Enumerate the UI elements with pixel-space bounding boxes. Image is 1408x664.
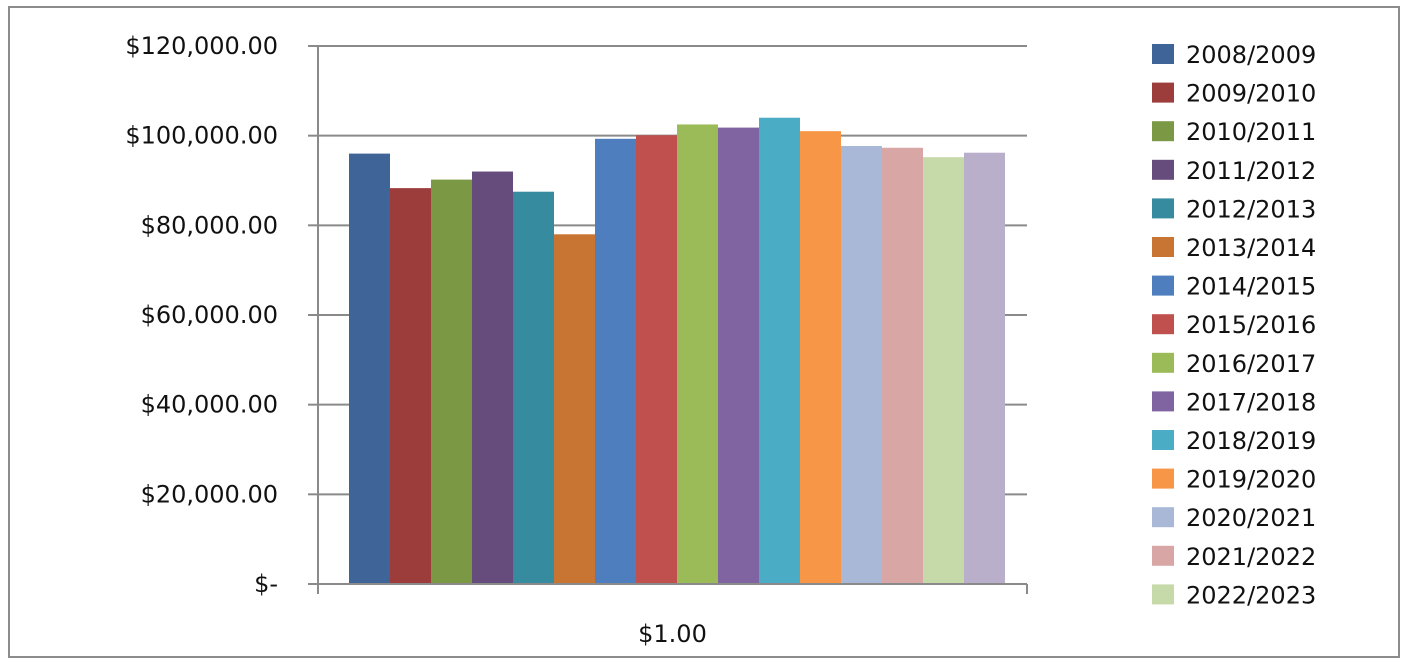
- bar: [841, 145, 882, 584]
- bars: [349, 117, 1005, 585]
- bar: [513, 191, 554, 585]
- bar: [390, 188, 431, 584]
- y-tick-label: $60,000.00: [141, 301, 278, 329]
- legend-label: 2010/2011: [1186, 118, 1316, 146]
- legend-swatch: [1152, 584, 1174, 605]
- legend-swatch: [1152, 237, 1174, 257]
- legend-swatch: [1152, 468, 1174, 489]
- bar: [554, 234, 595, 585]
- legend-label: 2009/2010: [1186, 80, 1316, 108]
- chart-frame: $- $20,000.00 $40,000.00 $60,000.00 $80,000.…: [8, 6, 1400, 658]
- legend-swatch: [1152, 545, 1174, 566]
- bar: [472, 171, 513, 585]
- y-tick-label: $20,000.00: [141, 480, 278, 508]
- y-tick-label: $-: [254, 570, 278, 598]
- y-tick-label: $40,000.00: [141, 391, 278, 419]
- bar: [636, 135, 677, 584]
- y-tick-label: $120,000.00: [125, 32, 278, 60]
- legend-swatch: [1152, 44, 1174, 64]
- legend-swatch: [1152, 275, 1174, 296]
- bar: [923, 157, 964, 585]
- legend-swatch: [1152, 352, 1174, 373]
- bar: [964, 152, 1005, 584]
- legend-label: 2015/2016: [1186, 311, 1316, 339]
- bar: [759, 117, 800, 584]
- legend-label: 2020/2021: [1186, 504, 1316, 532]
- bar: [800, 131, 841, 584]
- legend-swatch: [1152, 121, 1174, 142]
- legend-label: 2013/2014: [1186, 234, 1316, 262]
- bar: [677, 124, 718, 584]
- legend-label: 2021/2022: [1186, 543, 1316, 571]
- legend: 2008/2009 2009/2010 2010/2011 2011/2012 2012…: [1152, 41, 1316, 609]
- bar-chart: $- $20,000.00 $40,000.00 $60,000.00 $80,000.…: [125, 32, 1316, 648]
- legend-label: 2016/2017: [1186, 350, 1316, 378]
- bar: [349, 153, 390, 584]
- legend-swatch: [1152, 507, 1174, 528]
- legend-swatch: [1152, 82, 1174, 103]
- bar: [718, 127, 759, 584]
- legend-label: 2018/2019: [1186, 427, 1316, 455]
- legend-swatch: [1152, 159, 1174, 180]
- legend-label: 2014/2015: [1186, 273, 1316, 301]
- legend-label: 2017/2018: [1186, 388, 1316, 416]
- axes: $- $20,000.00 $40,000.00 $60,000.00 $80,000.…: [125, 32, 1028, 648]
- legend-label: 2022/2023: [1186, 581, 1316, 609]
- bar: [882, 147, 923, 584]
- legend-swatch: [1152, 391, 1174, 412]
- legend-label: 2011/2012: [1186, 157, 1316, 185]
- bar: [431, 179, 472, 584]
- y-tick-label: $80,000.00: [141, 211, 278, 239]
- bar: [595, 138, 636, 584]
- x-tick-label: $1.00: [638, 620, 707, 648]
- legend-swatch: [1152, 314, 1174, 335]
- legend-label: 2008/2009: [1186, 41, 1316, 69]
- legend-swatch: [1152, 430, 1174, 450]
- legend-label: 2019/2020: [1186, 466, 1316, 494]
- legend-label: 2012/2013: [1186, 195, 1316, 223]
- legend-swatch: [1152, 198, 1174, 219]
- y-tick-label: $100,000.00: [125, 122, 278, 150]
